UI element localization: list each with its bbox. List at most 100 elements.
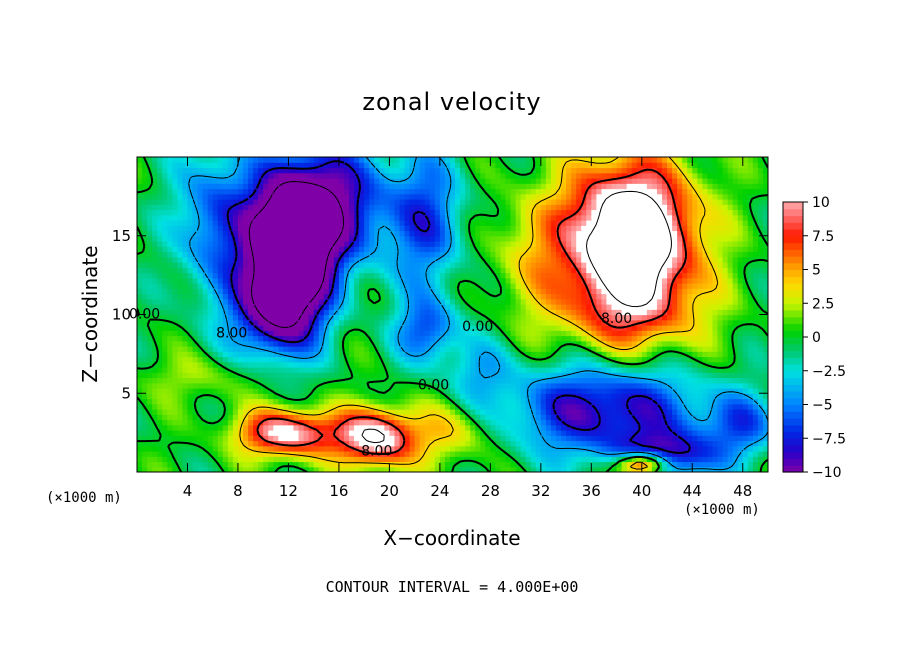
field-cell bbox=[727, 335, 734, 342]
field-cell bbox=[137, 456, 143, 463]
field-cell bbox=[661, 377, 668, 384]
field-cell bbox=[621, 430, 628, 436]
field-cell bbox=[576, 414, 582, 421]
field-cell bbox=[636, 267, 643, 274]
field-cell bbox=[616, 398, 623, 405]
field-cell bbox=[727, 346, 734, 352]
field-cell bbox=[621, 314, 628, 321]
field-cell bbox=[187, 403, 194, 410]
field-cell bbox=[222, 435, 229, 442]
field-cell bbox=[237, 377, 244, 384]
field-cell bbox=[263, 440, 269, 447]
field-cell bbox=[667, 403, 673, 410]
field-cell bbox=[283, 419, 290, 426]
field-cell bbox=[323, 382, 330, 389]
field-cell bbox=[465, 393, 471, 400]
field-cell bbox=[616, 403, 623, 410]
field-cell bbox=[283, 314, 290, 321]
field-cell bbox=[349, 277, 355, 284]
field-cell bbox=[661, 314, 668, 321]
field-cell bbox=[303, 340, 310, 347]
field-cell bbox=[510, 325, 517, 331]
field-cell bbox=[354, 456, 360, 463]
field-cell bbox=[384, 293, 390, 300]
field-cell bbox=[475, 398, 481, 405]
field-cell bbox=[515, 319, 522, 326]
field-cell bbox=[742, 325, 749, 331]
field-cell bbox=[465, 351, 471, 358]
field-cell bbox=[147, 440, 153, 447]
field-cell bbox=[500, 461, 507, 468]
field-cell bbox=[389, 393, 396, 400]
field-cell bbox=[707, 388, 714, 394]
field-cell bbox=[646, 361, 653, 368]
field-cell bbox=[439, 419, 446, 426]
field-cell bbox=[656, 262, 663, 268]
field-cell bbox=[656, 304, 663, 310]
field-cell bbox=[727, 267, 734, 274]
field-cell bbox=[500, 456, 507, 463]
field-cell bbox=[177, 330, 184, 337]
field-cell bbox=[762, 356, 768, 363]
field-cell bbox=[434, 351, 441, 358]
field-cell bbox=[389, 419, 396, 426]
field-cell bbox=[232, 288, 239, 295]
field-cell bbox=[374, 414, 380, 421]
field-cell bbox=[354, 304, 360, 310]
field-cell bbox=[419, 440, 426, 447]
field-cell bbox=[258, 377, 264, 384]
field-cell bbox=[485, 340, 491, 347]
field-cell bbox=[752, 330, 759, 337]
field-cell bbox=[424, 466, 431, 472]
field-cell bbox=[308, 319, 315, 326]
field-cell bbox=[530, 466, 537, 472]
field-cell bbox=[328, 461, 335, 468]
field-cell bbox=[661, 277, 668, 284]
field-cell bbox=[197, 325, 204, 331]
field-cell bbox=[555, 388, 562, 394]
field-cell bbox=[596, 314, 603, 321]
field-cell bbox=[586, 430, 592, 436]
field-cell bbox=[682, 424, 688, 431]
field-cell bbox=[364, 382, 370, 389]
field-cell bbox=[490, 451, 497, 457]
field-cell bbox=[137, 277, 143, 284]
field-cell bbox=[359, 335, 365, 342]
field-cell bbox=[626, 283, 633, 289]
field-cell bbox=[343, 283, 350, 289]
field-cell bbox=[323, 314, 330, 321]
field-cell bbox=[349, 367, 355, 373]
field-cell bbox=[232, 466, 239, 472]
field-cell bbox=[495, 445, 502, 452]
field-cell bbox=[444, 372, 451, 379]
field-cell bbox=[757, 340, 764, 347]
field-cell bbox=[243, 304, 249, 310]
field-cell bbox=[606, 440, 613, 447]
field-cell bbox=[308, 298, 315, 305]
field-cell bbox=[520, 309, 527, 316]
field-cell bbox=[354, 430, 360, 436]
field-cell bbox=[626, 272, 633, 279]
field-cell bbox=[404, 330, 411, 337]
field-cell bbox=[550, 461, 557, 468]
field-cell bbox=[399, 388, 406, 394]
field-cell bbox=[207, 424, 214, 431]
field-cell bbox=[581, 361, 587, 368]
field-cell bbox=[561, 377, 567, 384]
field-cell bbox=[323, 461, 330, 468]
field-cell bbox=[561, 398, 567, 405]
field-cell bbox=[596, 288, 603, 295]
field-cell bbox=[606, 419, 613, 426]
field-cell bbox=[576, 330, 582, 337]
field-cell bbox=[137, 393, 143, 400]
field-cell bbox=[419, 372, 426, 379]
field-cell bbox=[717, 419, 724, 426]
field-cell bbox=[747, 414, 754, 421]
field-cell bbox=[525, 382, 532, 389]
field-cell bbox=[359, 361, 365, 368]
field-cell bbox=[409, 335, 416, 342]
field-cell bbox=[596, 393, 603, 400]
field-cell bbox=[152, 430, 158, 436]
field-cell bbox=[162, 283, 168, 289]
field-cell bbox=[727, 377, 734, 384]
